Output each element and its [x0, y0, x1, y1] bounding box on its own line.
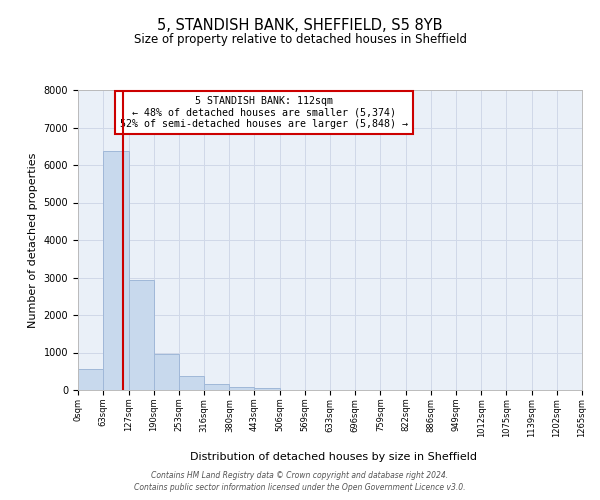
Bar	[254, 388, 280, 390]
Bar	[204, 384, 229, 390]
Bar	[78, 369, 103, 390]
Text: Size of property relative to detached houses in Sheffield: Size of property relative to detached ho…	[133, 32, 467, 46]
Y-axis label: Number of detached properties: Number of detached properties	[28, 152, 38, 328]
Bar	[128, 280, 154, 390]
Text: Contains HM Land Registry data © Crown copyright and database right 2024.
Contai: Contains HM Land Registry data © Crown c…	[134, 471, 466, 492]
Text: 5 STANDISH BANK: 112sqm
← 48% of detached houses are smaller (5,374)
52% of semi: 5 STANDISH BANK: 112sqm ← 48% of detache…	[121, 96, 409, 129]
Bar	[154, 354, 179, 390]
Text: 5, STANDISH BANK, SHEFFIELD, S5 8YB: 5, STANDISH BANK, SHEFFIELD, S5 8YB	[157, 18, 443, 32]
Bar	[179, 376, 204, 390]
Text: Distribution of detached houses by size in Sheffield: Distribution of detached houses by size …	[190, 452, 476, 462]
Bar	[229, 387, 254, 390]
Bar	[103, 151, 128, 390]
